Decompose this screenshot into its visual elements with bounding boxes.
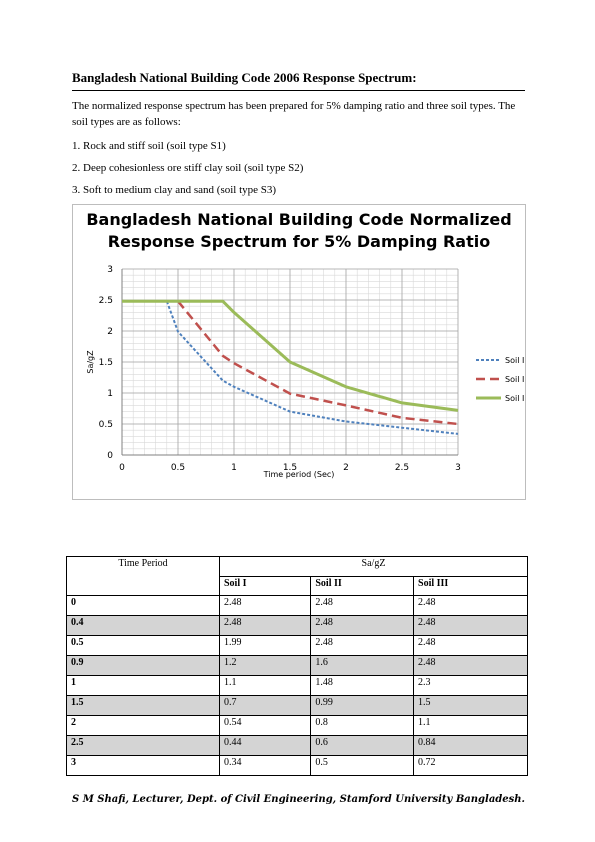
cell-soil-1: 2.48 (218, 615, 312, 636)
page-heading: Bangladesh National Building Code 2006 R… (72, 70, 525, 91)
series-line-soil-i (122, 300, 459, 435)
x-axis-label: Time period (Sec) (263, 470, 335, 479)
cell-soil-2: 0.99 (310, 695, 415, 716)
cell-soil-2: 2.48 (310, 635, 415, 656)
y-tick-label: 0 (107, 451, 113, 461)
table-row: 1.5 0.7 0.99 1.5 (66, 695, 528, 716)
cell-soil-1: 0.34 (218, 755, 312, 776)
legend-label: Soil II (505, 375, 525, 384)
table-row: 2.5 0.44 0.6 0.84 (66, 735, 528, 756)
cell-soil-1: 1.2 (218, 655, 312, 676)
cell-soil-1: 1.1 (218, 675, 312, 696)
x-tick-label: 1.5 (283, 463, 297, 473)
cell-soil-2: 0.8 (310, 715, 415, 736)
response-spectrum-table: Time Period Sa/gZ Soil I Soil II Soil II… (66, 556, 528, 776)
intro-paragraph: The normalized response spectrum has bee… (72, 100, 516, 128)
cell-time-period: 3 (66, 755, 220, 776)
cell-time-period: 0.9 (66, 655, 220, 676)
author-footer: S M Shafi, Lecturer, Dept. of Civil Engi… (72, 794, 526, 805)
y-tick-label: 1.5 (99, 358, 113, 368)
y-tick-label: 0.5 (99, 420, 113, 430)
legend-label: Soil I (505, 356, 524, 365)
header-sagz: Sa/gZ (219, 556, 528, 577)
y-tick-label: 1 (107, 389, 113, 399)
cell-soil-3: 2.48 (413, 595, 528, 616)
chart-svg: Bangladesh National Building Code Normal… (86, 210, 525, 479)
x-tick-label: 3 (455, 463, 461, 473)
cell-soil-2: 0.5 (310, 755, 415, 776)
cell-soil-2: 2.48 (310, 615, 415, 636)
y-tick-label: 3 (107, 265, 113, 275)
table-body: 0 2.48 2.48 2.48 0.4 2.48 2.48 2.48 0.5 1.99 2.48 2… (66, 595, 528, 776)
soil-type-1: 1. Rock and stiff soil (soil type S1) (72, 140, 226, 152)
x-tick-label: 0 (119, 463, 125, 473)
y-tick-label: 2 (107, 327, 113, 337)
header-time-period: Time Period (66, 556, 220, 596)
cell-soil-2: 0.6 (310, 735, 415, 756)
cell-time-period: 0.5 (66, 635, 220, 656)
cell-soil-2: 1.48 (310, 675, 415, 696)
cell-time-period: 1.5 (66, 695, 220, 716)
cell-soil-3: 2.48 (413, 635, 528, 656)
cell-soil-1: 0.44 (218, 735, 312, 756)
x-tick-label: 1 (231, 463, 237, 473)
cell-soil-3: 2.3 (413, 675, 528, 696)
x-tick-label: 2 (343, 463, 349, 473)
cell-soil-3: 0.72 (413, 755, 528, 776)
table-row: 1 1.1 1.48 2.3 (66, 675, 528, 696)
x-tick-label: 2.5 (395, 463, 409, 473)
cell-soil-3: 1.5 (413, 695, 528, 716)
cell-soil-3: 0.84 (413, 735, 528, 756)
x-tick-label: 0.5 (171, 463, 185, 473)
cell-time-period: 2 (66, 715, 220, 736)
header-soil-3: Soil III (413, 575, 528, 596)
y-axis-label: Sa/gZ (86, 350, 95, 374)
table-row: 0 2.48 2.48 2.48 (66, 595, 528, 616)
table-row: 0.9 1.2 1.6 2.48 (66, 655, 528, 676)
cell-soil-3: 1.1 (413, 715, 528, 736)
cell-soil-3: 2.48 (413, 615, 528, 636)
legend-label: Soil III (505, 394, 525, 403)
cell-time-period: 0 (66, 595, 220, 616)
cell-soil-1: 2.48 (218, 595, 312, 616)
soil-type-3: 3. Soft to medium clay and sand (soil ty… (72, 184, 277, 196)
cell-soil-3: 2.48 (413, 655, 528, 676)
table-row: 2 0.54 0.8 1.1 (66, 715, 528, 736)
y-tick-label: 2.5 (99, 296, 113, 306)
cell-time-period: 0.4 (66, 615, 220, 636)
table-row: 0.4 2.48 2.48 2.48 (66, 615, 528, 636)
chart-title-line: Bangladesh National Building Code Normal… (86, 210, 511, 229)
cell-soil-1: 0.7 (218, 695, 312, 716)
table-row: 3 0.34 0.5 0.72 (66, 755, 528, 776)
header-soil-1: Soil I (218, 575, 312, 596)
cell-soil-1: 1.99 (218, 635, 312, 656)
cell-soil-2: 2.48 (310, 595, 415, 616)
header-soil-2: Soil II (310, 575, 415, 596)
series-line-soil-iii (122, 299, 459, 412)
soil-type-2: 2. Deep cohesionless ore stiff clay soil… (72, 162, 304, 174)
cell-time-period: 2.5 (66, 735, 220, 756)
chart-title-line: Response Spectrum for 5% Damping Ratio (108, 232, 490, 251)
cell-time-period: 1 (66, 675, 220, 696)
cell-soil-1: 0.54 (218, 715, 312, 736)
cell-soil-2: 1.6 (310, 655, 415, 676)
response-spectrum-chart: Bangladesh National Building Code Normal… (72, 204, 526, 500)
table-row: 0.5 1.99 2.48 2.48 (66, 635, 528, 656)
